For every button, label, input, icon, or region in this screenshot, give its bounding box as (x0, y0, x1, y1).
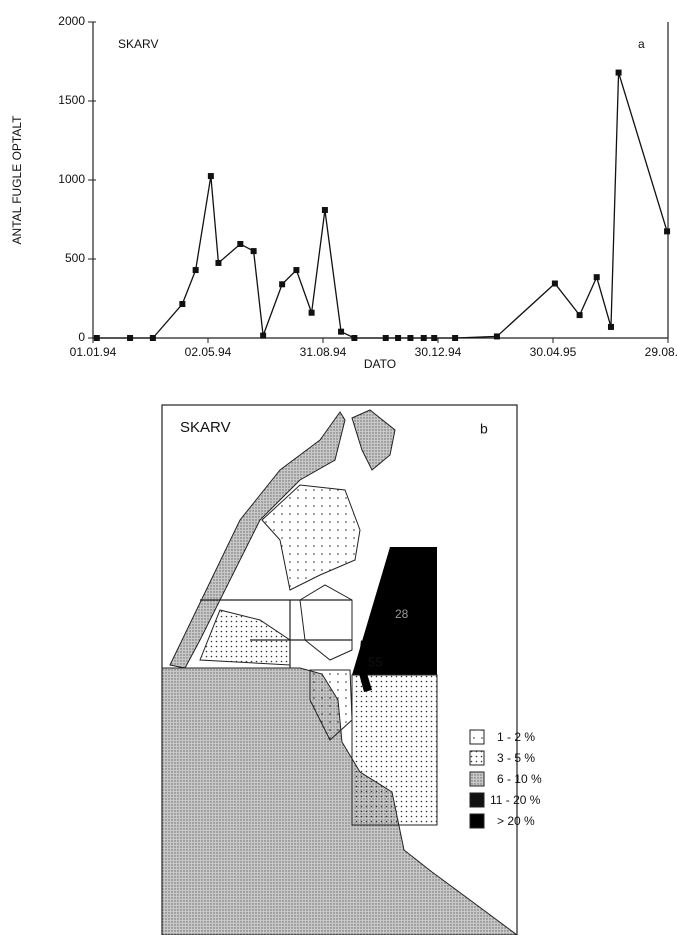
marker (215, 259, 222, 266)
map: SKARV b 28 55 1 - 2 % 3 - 5 % 6 - 10 % 1… (161, 404, 542, 935)
marker (431, 335, 438, 341)
zone (199, 609, 291, 666)
map-label: 55 (368, 654, 382, 669)
marker (279, 281, 286, 288)
zone (309, 669, 353, 741)
marker (576, 312, 583, 319)
marker (420, 335, 427, 341)
marker (237, 240, 244, 247)
legend-label: 6 - 10 % (497, 772, 542, 786)
marker (493, 333, 500, 340)
legend-label: > 20 % (497, 814, 535, 828)
panel-label: b (480, 421, 488, 437)
annotation: a (638, 37, 645, 51)
marker (93, 335, 100, 341)
marker (664, 228, 671, 235)
marker (308, 309, 315, 316)
x-tick-label: 30.12.94 (415, 345, 462, 359)
marker (351, 335, 358, 341)
y-tick-label: 1500 (58, 93, 85, 107)
y-axis-label: ANTAL FUGLE OPTALT (10, 115, 24, 245)
dune-strip (169, 411, 346, 669)
marker (127, 335, 134, 341)
map-label: 28 (395, 607, 409, 621)
marker (593, 274, 600, 281)
marker (607, 323, 614, 330)
marker (149, 335, 156, 341)
marker (260, 332, 267, 339)
marker (382, 335, 389, 341)
marker (192, 267, 199, 274)
x-tick-label: 29.08.95 (645, 345, 678, 359)
line (96, 72, 668, 339)
marker (551, 280, 558, 287)
annotation: SKARV (118, 37, 158, 51)
marker (395, 335, 402, 341)
y-tick-label: 500 (65, 251, 85, 265)
zone (351, 674, 438, 826)
marker (338, 328, 345, 335)
marker (179, 301, 186, 308)
island (351, 409, 396, 471)
marker (250, 248, 257, 255)
y-tick-label: 0 (78, 330, 85, 344)
marker (615, 69, 622, 76)
zone (261, 484, 361, 591)
marker (293, 267, 300, 274)
y-tick-label: 1000 (58, 172, 85, 186)
marker (321, 207, 328, 214)
marker (452, 335, 459, 341)
map-title: SKARV (180, 419, 231, 436)
legend-label: 11 - 20 % (490, 793, 541, 807)
marker (207, 173, 214, 180)
legend-label: 3 - 5 % (497, 751, 535, 765)
axes (92, 22, 669, 339)
x-tick-label: 31.08.94 (300, 345, 347, 359)
zone-55 (358, 640, 372, 692)
y-tick-label: 2000 (58, 14, 85, 28)
x-tick-label: 30.04.95 (530, 345, 577, 359)
zone-28 (352, 547, 437, 675)
x-tick-label: 01.01.94 (70, 345, 117, 359)
x-axis-label: DATO (364, 357, 396, 371)
marker (407, 335, 414, 341)
legend-label: 1 - 2 % (497, 730, 535, 744)
x-tick-label: 02.05.94 (185, 345, 232, 359)
